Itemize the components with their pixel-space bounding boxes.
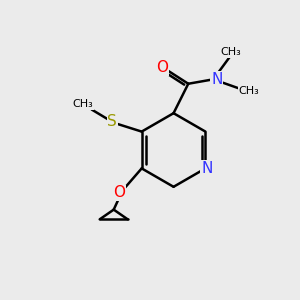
Text: N: N [211, 72, 223, 87]
Text: N: N [201, 161, 213, 176]
Text: CH₃: CH₃ [72, 99, 93, 109]
Text: O: O [156, 60, 168, 75]
Text: CH₃: CH₃ [220, 47, 241, 57]
Text: O: O [114, 185, 126, 200]
Text: CH₃: CH₃ [238, 86, 259, 96]
Text: S: S [107, 114, 117, 129]
